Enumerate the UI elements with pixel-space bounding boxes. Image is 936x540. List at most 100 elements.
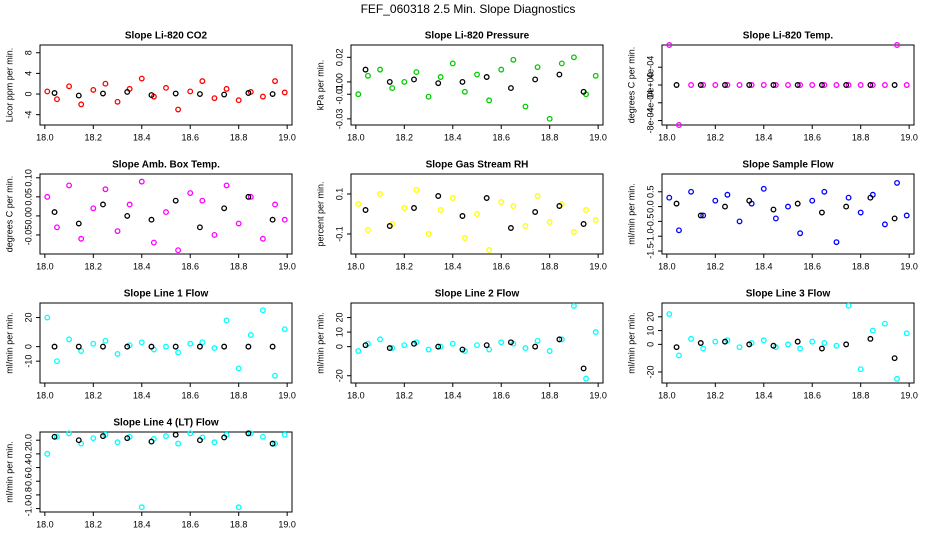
point [522,223,529,229]
point [437,74,444,80]
x-tick-label: 18.6 [181,519,199,529]
point [100,343,106,350]
point [722,338,728,345]
point [355,201,362,207]
point [869,327,876,334]
x-tick-label: 18.8 [541,132,559,142]
point [199,339,206,346]
point [54,358,60,365]
point [175,247,182,254]
point [483,195,490,201]
y-tick-label: 0 [23,92,33,97]
plot-frame [350,44,604,126]
point [75,92,82,99]
x-tick-label: 18.0 [347,261,365,271]
point [187,430,194,437]
point [124,435,131,442]
point [124,212,131,219]
y-tick-label: 0.0 [645,200,655,213]
y-tick-label: -4 [23,111,33,119]
x-tick-label: 18.6 [492,132,510,142]
point [211,95,218,102]
point [746,197,753,204]
point [772,82,779,88]
point [498,199,505,205]
point [461,235,468,241]
point [881,221,888,228]
point [90,86,97,93]
point [486,346,493,353]
point [474,211,480,217]
x-tick-label: 18.6 [181,390,199,400]
point [712,338,719,345]
point [66,182,73,189]
point [785,82,791,88]
point [736,82,743,88]
x-tick-label: 18.6 [803,390,821,400]
point [724,82,731,88]
point [175,349,182,356]
point [770,342,777,349]
point [221,205,228,212]
x-tick-label: 18.4 [755,261,773,271]
y-tick-label: 0.05 [23,188,33,206]
point [903,82,910,88]
point [411,205,417,211]
point [114,98,121,105]
y-axis-label: ml/min per min. [626,312,636,374]
point [797,230,804,237]
point [235,220,242,227]
y-tick-label: -1.0 [23,501,33,517]
figure-title: FEF_060318 2.5 Min. Slope Diagnostics [361,2,576,16]
point [843,341,850,348]
x-tick-label: 18.2 [85,519,103,529]
x-tick-label: 18.8 [852,261,870,271]
point [90,205,97,212]
point [697,212,704,219]
x-tick-label: 19.0 [900,132,918,142]
point [148,216,155,223]
point [700,345,707,352]
point [534,337,541,344]
point [365,72,371,79]
point [175,440,182,447]
y-tick-label: -0.01 [334,84,344,105]
point [78,235,85,242]
point [498,66,505,73]
point [163,84,169,91]
point [235,504,242,511]
point [435,343,442,350]
y-tick-label: 8 [23,50,33,55]
x-tick-label: 18.2 [707,132,725,142]
point [54,433,60,440]
point [845,82,852,88]
y-axis-label: ml/min per min. [4,441,14,503]
y-axis-label: degrees C per min. [626,47,636,124]
point [794,338,801,345]
y-tick-label: -0.6 [23,473,33,489]
point [676,352,682,359]
point [483,74,490,80]
y-tick-label: -8e-04 [645,108,655,134]
x-tick-label: 18.2 [396,390,414,400]
point [881,320,888,327]
x-tick-label: 19.0 [589,261,607,271]
point [138,178,145,185]
point [221,91,228,98]
point [760,185,767,192]
point [845,302,852,309]
point [736,344,743,351]
point [281,216,288,223]
point [247,193,254,200]
point [688,335,695,342]
point [532,76,539,83]
point [474,71,480,78]
point [124,89,131,95]
x-tick-label: 18.4 [444,132,462,142]
point [724,191,731,198]
y-tick-label: -0.2 [23,446,33,462]
point [697,340,704,346]
point [269,91,276,97]
point [712,197,719,204]
point [583,207,589,213]
